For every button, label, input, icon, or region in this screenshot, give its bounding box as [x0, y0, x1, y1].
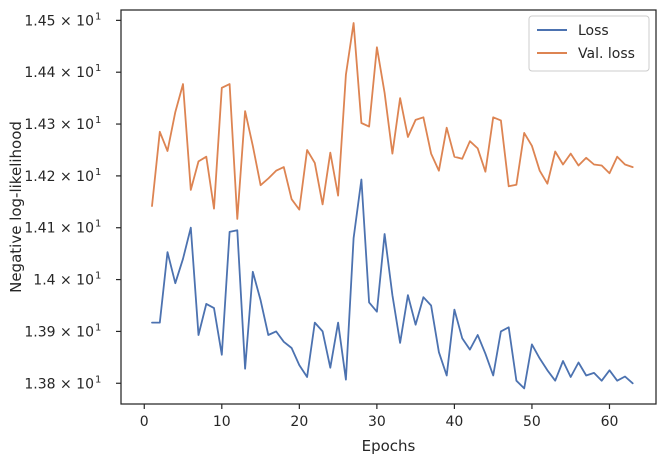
legend-label-loss: Loss: [578, 23, 609, 39]
x-tick-label: 0: [140, 414, 149, 430]
y-tick-label: 1.43 × 10: [24, 117, 94, 133]
legend-label-val-loss: Val. loss: [578, 46, 635, 62]
x-tick-label: 20: [290, 414, 308, 430]
x-tick-label: 40: [445, 414, 463, 430]
legend: Loss Val. loss: [528, 15, 650, 72]
y-tick-exponent: 1: [95, 167, 101, 178]
y-tick-exponent: 1: [95, 115, 101, 126]
y-tick-label: 1.38 × 10: [24, 376, 94, 392]
y-axis-label: Negative log-likelihood: [7, 121, 25, 293]
y-tick-label: 1.41 × 10: [24, 221, 94, 237]
y-tick-exponent: 1: [95, 322, 101, 333]
y-tick-label: 1.42 × 10: [24, 169, 94, 185]
y-axis: 1.38 × 10 11.39 × 10 11.4 × 10 11.41 × 10 11…: [24, 11, 121, 392]
series-line-val-loss: [151, 22, 634, 220]
x-axis-label: Epochs: [362, 437, 416, 455]
series-line-loss: [151, 178, 634, 390]
y-tick-exponent: 1: [95, 271, 101, 282]
plot-frame: [120, 9, 657, 405]
x-tick-label: 30: [368, 414, 386, 430]
y-tick-exponent: 1: [95, 374, 101, 385]
y-tick-label: 1.45 × 10: [24, 13, 94, 29]
y-tick-exponent: 1: [95, 11, 101, 22]
y-tick-label: 1.39 × 10: [24, 324, 94, 340]
x-tick-label: 10: [213, 414, 231, 430]
series-lines: [151, 22, 634, 390]
x-tick-label: 50: [523, 414, 541, 430]
x-axis: 0 10 20 30 40 50 60: [140, 404, 619, 430]
y-tick-exponent: 1: [95, 219, 101, 230]
x-tick-label: 60: [601, 414, 619, 430]
y-tick-exponent: 1: [95, 63, 101, 74]
y-tick-label: 1.44 × 10: [24, 65, 94, 81]
y-tick-label: 1.4 × 10: [33, 273, 94, 289]
